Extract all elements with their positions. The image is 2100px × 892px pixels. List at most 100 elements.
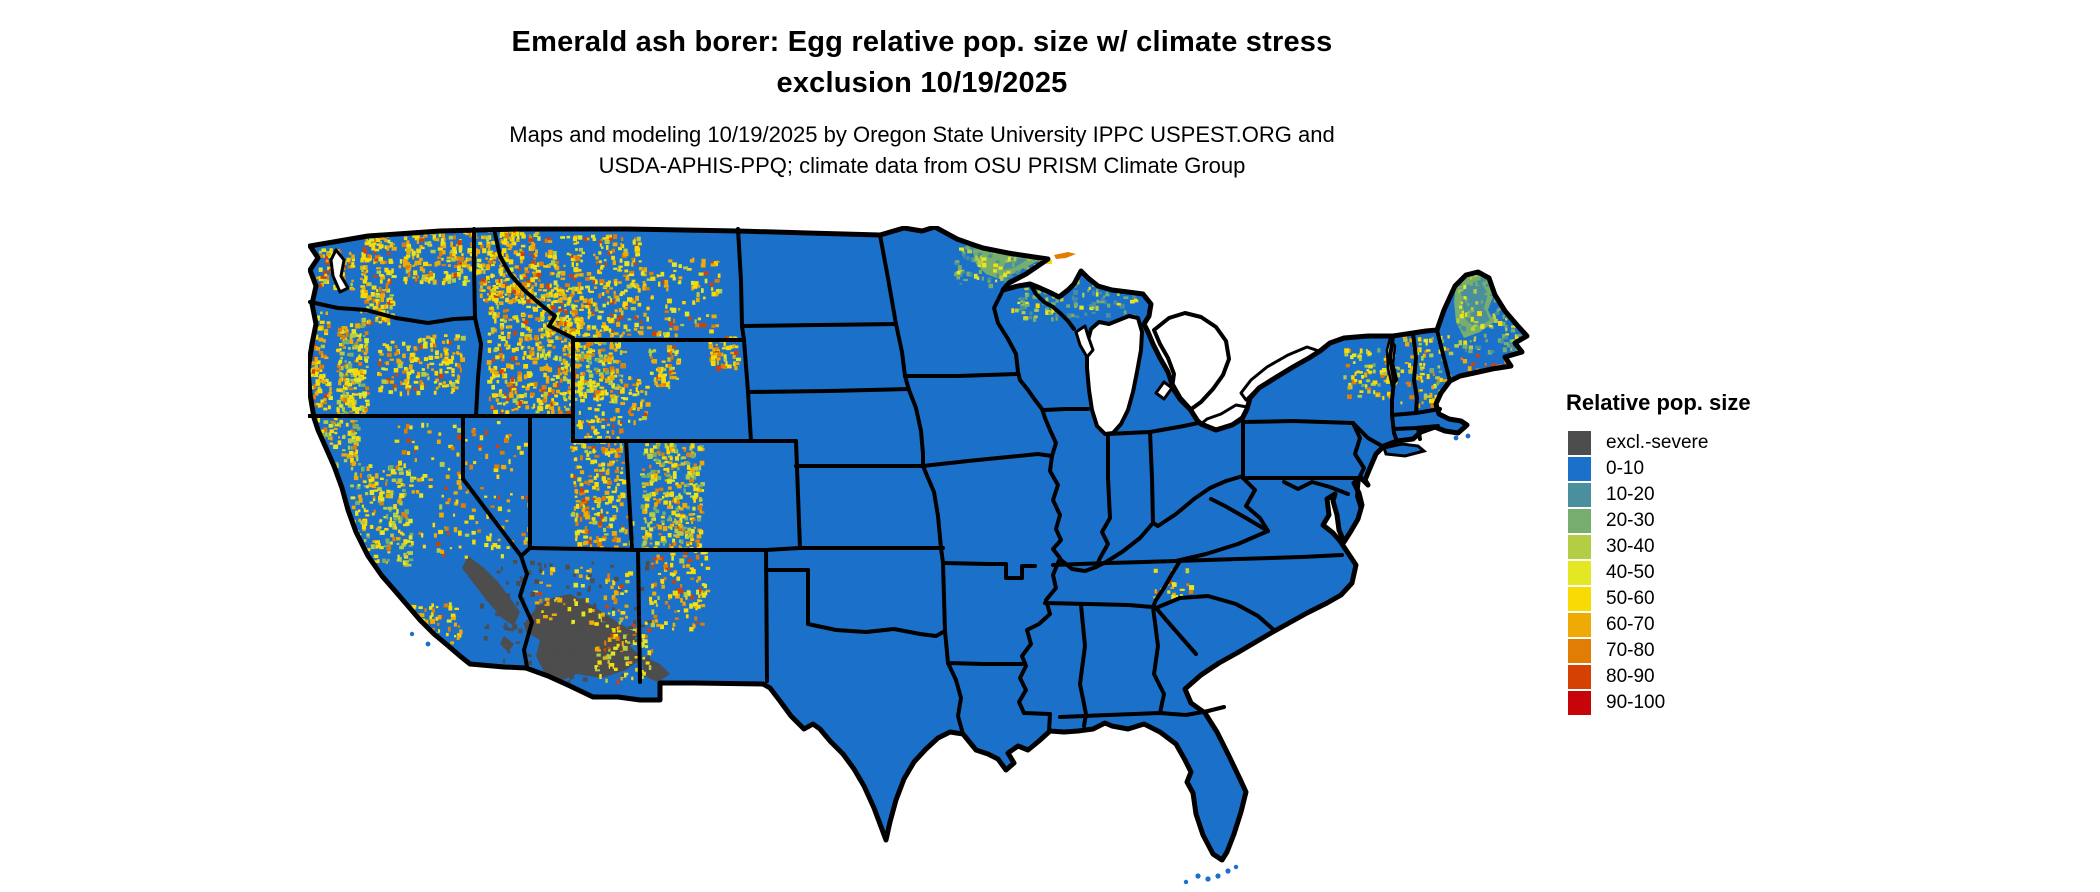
border-sd-west bbox=[740, 324, 750, 394]
legend-swatch-0-10 bbox=[1568, 457, 1591, 481]
legend-item-30-40: 30-40 bbox=[1564, 534, 1834, 560]
legend-swatch-20-30 bbox=[1568, 509, 1591, 533]
legend-item-40-50: 40-50 bbox=[1564, 560, 1834, 586]
border-wa-id bbox=[472, 227, 477, 320]
border-ar-la bbox=[946, 661, 1024, 666]
channel-islands-dot bbox=[425, 641, 431, 647]
title-line-1: Emerald ash borer: Egg relative pop. siz… bbox=[511, 26, 1333, 58]
border-sd-mn bbox=[894, 322, 907, 378]
border-il-in bbox=[1094, 432, 1112, 569]
border-mn-wi bbox=[992, 288, 1022, 382]
border-tx-ar bbox=[943, 629, 950, 665]
saginaw-bay bbox=[1154, 380, 1174, 401]
border-nc-sc bbox=[1154, 594, 1276, 632]
border-colorado-river bbox=[518, 546, 534, 669]
border-ia-mo bbox=[921, 452, 1054, 468]
border-mt-nd bbox=[736, 227, 744, 328]
legend-label: 30-40 bbox=[1606, 536, 1655, 557]
border-tn-south bbox=[1043, 601, 1155, 609]
legend-label: 60-70 bbox=[1606, 614, 1655, 635]
border-wv-va bbox=[1241, 476, 1270, 533]
se-ca-exclusion-lobe bbox=[462, 556, 520, 626]
border-mi-south bbox=[1106, 421, 1200, 436]
border-wa-or bbox=[308, 300, 477, 325]
long-island bbox=[1382, 442, 1428, 458]
legend-swatch-80-90 bbox=[1568, 665, 1591, 689]
border-mississippi-river bbox=[1017, 378, 1063, 715]
isle-royale-streak bbox=[1054, 252, 1076, 259]
border-red-river bbox=[806, 622, 947, 638]
border-ny-nj bbox=[1351, 421, 1384, 448]
legend-item-10-20: 10-20 bbox=[1564, 482, 1834, 508]
border-ut-co bbox=[624, 439, 634, 550]
border-wi-il bbox=[1042, 407, 1090, 412]
lake-michigan bbox=[1085, 314, 1144, 436]
marthas-vineyard-dot bbox=[1465, 433, 1471, 439]
legend-label: 90-100 bbox=[1606, 692, 1666, 713]
border-delaware-river bbox=[1351, 421, 1366, 480]
exclusion-speck bbox=[500, 636, 514, 652]
florida-keys-dot bbox=[1225, 868, 1231, 874]
puget-sound bbox=[329, 248, 350, 294]
border-tx-la bbox=[946, 661, 965, 736]
legend-rows: excl.-severe 0-10 10-20 20-30 30-40 40-50 50-6… bbox=[1564, 430, 1834, 716]
legend-swatch-70-80 bbox=[1568, 639, 1591, 663]
border-mo-ar bbox=[941, 561, 1037, 580]
border-ky-tn-va-nc bbox=[1051, 553, 1344, 567]
border-mo-west bbox=[921, 464, 945, 565]
border-ca-nv bbox=[461, 414, 523, 558]
florida-keys-dot bbox=[1205, 876, 1211, 882]
nantucket-dot bbox=[1453, 435, 1459, 441]
map-legend: Relative pop. size excl.-severe 0-10 10-20… bbox=[1564, 390, 1834, 716]
florida-keys-dot bbox=[1215, 873, 1221, 879]
florida-keys-dot bbox=[1183, 879, 1189, 885]
border-az-nm bbox=[636, 548, 642, 684]
legend-item-excl.-severe: excl.-severe bbox=[1564, 430, 1834, 456]
border-co-east bbox=[794, 439, 802, 550]
border-id-mt bbox=[492, 227, 575, 340]
legend-label: 50-60 bbox=[1606, 588, 1655, 609]
border-nd-mn bbox=[878, 233, 898, 326]
border-37n bbox=[528, 546, 945, 552]
florida-keys-dot bbox=[1195, 873, 1201, 879]
legend-item-80-90: 80-90 bbox=[1564, 664, 1834, 690]
border-or-id bbox=[473, 316, 483, 418]
green-bay bbox=[1074, 324, 1095, 359]
legend-label: 0-10 bbox=[1606, 458, 1645, 479]
legend-swatch-excl.-severe bbox=[1568, 431, 1591, 455]
conus-map bbox=[305, 224, 1538, 888]
subtitle-line-1: Maps and modeling 10/19/2025 by Oregon S… bbox=[509, 122, 1335, 147]
border-fl-north bbox=[1058, 705, 1226, 719]
border-mn-ia bbox=[903, 372, 1020, 378]
border-ny-ma-ct bbox=[1390, 413, 1399, 443]
border-nd-sd bbox=[740, 322, 898, 328]
offshore-land bbox=[409, 433, 1471, 885]
page-subtitle: Maps and modeling 10/19/2025 by Oregon S… bbox=[0, 119, 1844, 181]
conus-map-svg bbox=[305, 224, 1530, 885]
border-ms-al bbox=[1078, 603, 1088, 728]
border-wi-mi bbox=[1028, 282, 1076, 331]
border-in-oh bbox=[1148, 430, 1155, 525]
legend-swatch-10-20 bbox=[1568, 483, 1591, 507]
border-ga-sc bbox=[1154, 606, 1198, 656]
legend-swatch-30-40 bbox=[1568, 535, 1591, 559]
legend-item-20-30: 20-30 bbox=[1564, 508, 1834, 534]
border-nh-me bbox=[1435, 328, 1452, 383]
border-ne-west bbox=[746, 390, 753, 443]
legend-label: excl.-severe bbox=[1606, 432, 1709, 453]
state-borders bbox=[306, 227, 1452, 736]
subtitle-line-2: USDA-APHIS-PPQ; climate data from OSU PR… bbox=[598, 153, 1246, 178]
legend-label: 80-90 bbox=[1606, 666, 1655, 687]
florida-keys-dot bbox=[1233, 864, 1239, 870]
legend-swatch-40-50 bbox=[1568, 561, 1591, 585]
border-ky-wv bbox=[1209, 497, 1270, 533]
border-potomac bbox=[1282, 480, 1350, 496]
page-title: Emerald ash borer: Egg relative pop. siz… bbox=[0, 22, 1844, 104]
legend-item-70-80: 70-80 bbox=[1564, 638, 1834, 664]
border-la-ms-31n bbox=[1022, 711, 1052, 733]
legend-item-50-60: 50-60 bbox=[1564, 586, 1834, 612]
border-sd-ne bbox=[746, 387, 910, 394]
legend-swatch-90-100 bbox=[1568, 691, 1591, 715]
border-ny-vt bbox=[1388, 334, 1396, 417]
legend-item-90-100: 90-100 bbox=[1564, 690, 1834, 716]
